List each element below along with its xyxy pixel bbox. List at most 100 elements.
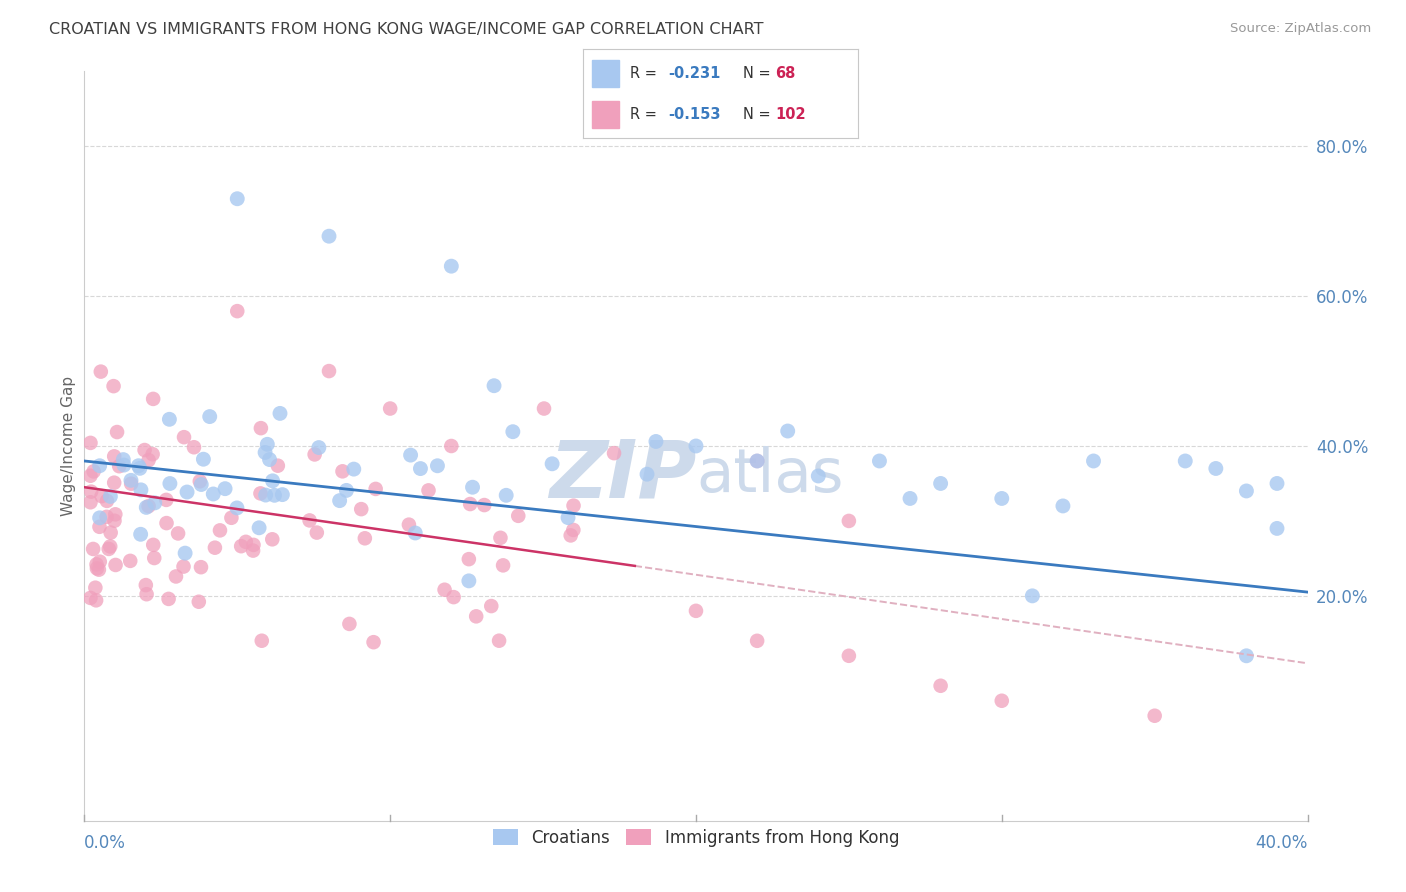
Text: 40.0%: 40.0% <box>1256 834 1308 852</box>
Point <box>461 480 484 494</box>
Point <box>231 539 253 553</box>
Point <box>79 436 101 450</box>
Point <box>398 517 420 532</box>
Point <box>135 578 157 592</box>
Point <box>96 494 118 508</box>
Point <box>479 599 502 613</box>
Point <box>174 546 197 560</box>
Point <box>129 527 152 541</box>
Point <box>339 616 361 631</box>
Point <box>489 531 512 545</box>
Point <box>103 475 125 490</box>
Point <box>1021 589 1043 603</box>
Text: -0.231: -0.231 <box>668 66 721 80</box>
Point <box>157 591 180 606</box>
Point <box>335 483 357 498</box>
Point <box>838 648 860 663</box>
Text: R =: R = <box>630 66 662 80</box>
Point <box>685 604 707 618</box>
Text: N =: N = <box>742 66 775 80</box>
Bar <box>592 101 619 128</box>
Point <box>929 476 952 491</box>
Point <box>83 464 105 478</box>
Point <box>807 469 830 483</box>
Point <box>86 561 108 575</box>
Point <box>502 425 524 439</box>
Point <box>96 509 118 524</box>
Point <box>262 533 284 547</box>
Point <box>143 551 166 566</box>
Point <box>308 441 330 455</box>
Point <box>353 531 375 545</box>
Point <box>304 447 326 461</box>
Point <box>128 461 150 475</box>
Point <box>271 488 294 502</box>
Point <box>89 555 111 569</box>
Text: Source: ZipAtlas.com: Source: ZipAtlas.com <box>1230 22 1371 36</box>
Point <box>112 458 135 472</box>
Point <box>142 392 165 406</box>
Point <box>433 582 456 597</box>
Point <box>90 365 112 379</box>
Point <box>838 514 860 528</box>
Text: 0.0%: 0.0% <box>84 834 127 852</box>
Point <box>269 406 291 420</box>
Point <box>250 633 273 648</box>
Point <box>167 526 190 541</box>
Point <box>100 525 122 540</box>
Point <box>105 425 128 439</box>
Point <box>204 541 226 555</box>
Text: 102: 102 <box>776 107 806 121</box>
Point <box>250 421 273 435</box>
Point <box>1236 648 1258 663</box>
Point <box>157 412 180 426</box>
Point <box>1174 454 1197 468</box>
Point <box>98 490 121 504</box>
Point <box>84 593 107 607</box>
Point <box>426 458 449 473</box>
Point <box>226 304 249 318</box>
Point <box>305 525 328 540</box>
Point <box>79 468 101 483</box>
Point <box>242 538 264 552</box>
Point <box>404 526 426 541</box>
Point <box>226 500 249 515</box>
Point <box>128 458 150 473</box>
Point <box>135 500 157 515</box>
Point <box>221 510 243 524</box>
Point <box>457 552 479 566</box>
Point <box>562 499 585 513</box>
Point <box>249 486 271 500</box>
Point <box>1052 499 1074 513</box>
Point <box>90 489 112 503</box>
Point <box>318 229 340 244</box>
Point <box>443 590 465 604</box>
Point <box>298 513 321 527</box>
Point <box>495 488 517 502</box>
Point <box>465 609 488 624</box>
Point <box>254 445 277 459</box>
Point <box>457 574 479 588</box>
Point <box>488 633 510 648</box>
Point <box>259 452 281 467</box>
Point <box>214 482 236 496</box>
Point <box>562 523 585 537</box>
Point <box>82 541 104 556</box>
Point <box>129 483 152 497</box>
Point <box>263 488 285 502</box>
Point <box>262 474 284 488</box>
Point <box>87 563 110 577</box>
Point <box>79 591 101 605</box>
Point <box>1265 476 1288 491</box>
Point <box>80 484 103 499</box>
Point <box>79 495 101 509</box>
Text: R =: R = <box>630 107 662 121</box>
Point <box>557 510 579 524</box>
Point <box>86 558 108 572</box>
Point <box>242 543 264 558</box>
Point <box>104 508 127 522</box>
Y-axis label: Wage/Income Gap: Wage/Income Gap <box>60 376 76 516</box>
Point <box>120 476 142 491</box>
Point <box>235 534 257 549</box>
Point <box>143 496 166 510</box>
